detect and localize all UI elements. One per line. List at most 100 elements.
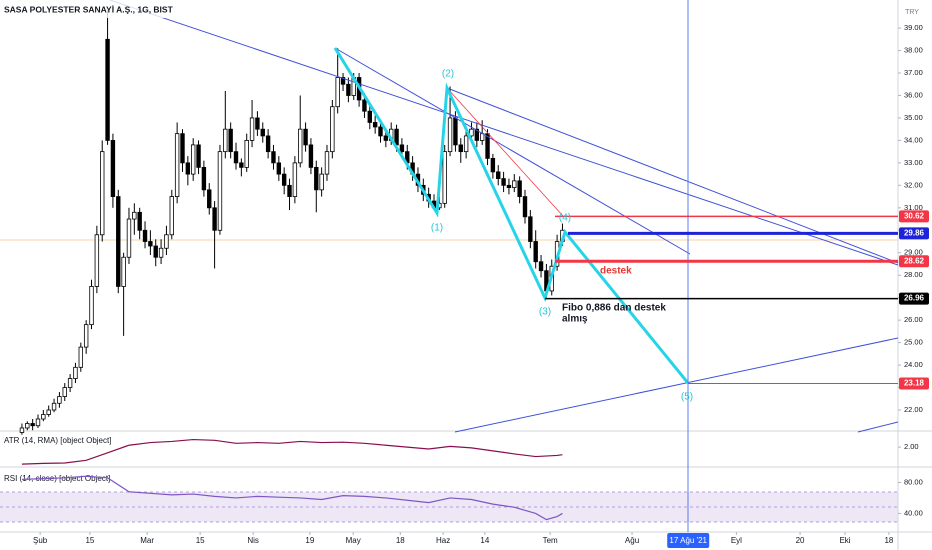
y-tick-label: 80.00: [904, 477, 923, 486]
x-tick-label: 14: [480, 536, 489, 545]
candle-body: [51, 402, 57, 411]
x-tick-label: 15: [85, 536, 94, 545]
candle-body: [485, 133, 490, 159]
title-backdrop: [0, 0, 240, 18]
trendline: [857, 421, 899, 433]
candle-body: [506, 184, 512, 188]
atr-title: ATR (14, RMA) [object Object]: [4, 436, 111, 445]
candle-body: [394, 128, 399, 146]
candle-body: [83, 324, 89, 348]
crosshair-label: 17 Ağu '21: [669, 536, 707, 545]
candle-body: [538, 261, 544, 272]
candle-body: [324, 151, 330, 175]
y-tick-label: 24.00: [904, 360, 923, 369]
candle-body: [89, 286, 94, 326]
candle-body: [67, 378, 73, 388]
x-tick-label: 19: [305, 536, 314, 545]
y-tick-label: 33.00: [904, 158, 923, 167]
candle-body: [142, 229, 148, 242]
annotation-note: almış: [562, 314, 588, 325]
elliott-wave: [333, 47, 690, 384]
candle-body: [126, 218, 132, 258]
y-tick-label: 37.00: [904, 68, 923, 77]
candle-body: [255, 117, 260, 130]
candle-body: [303, 128, 308, 146]
candle-body: [346, 83, 351, 96]
x-tick-label: 18: [884, 536, 893, 545]
candle-body: [298, 128, 303, 164]
candle-body: [196, 144, 201, 168]
candle-body: [217, 151, 223, 231]
y-tick-label: 36.00: [904, 90, 923, 99]
x-tick-label: Tem: [543, 536, 558, 545]
candles: [19, 10, 565, 435]
candle-body: [490, 157, 496, 173]
candle-body: [239, 162, 244, 168]
candle-body: [528, 216, 533, 242]
candle-body: [228, 128, 233, 153]
candle-body: [458, 144, 463, 153]
candle-body: [105, 38, 110, 141]
level-tag: [899, 210, 929, 223]
candle-body: [132, 211, 137, 220]
candle-body: [100, 151, 105, 236]
candle-body: [62, 387, 67, 397]
x-tick-label: Nis: [247, 536, 259, 545]
level-tag: [899, 292, 929, 305]
candle-body: [271, 151, 276, 164]
y-tick-label: 39.00: [904, 23, 923, 32]
crosshair-tag: [667, 533, 710, 548]
candle-body: [244, 140, 249, 168]
candle-body: [201, 166, 207, 191]
candle-body: [164, 234, 169, 249]
indicator-line: [21, 475, 563, 521]
candle-body: [174, 133, 180, 197]
y-tick-label: 31.00: [904, 203, 923, 212]
candle-body: [319, 173, 324, 191]
candle-body: [501, 178, 506, 186]
candle-body: [367, 110, 372, 123]
candle-body: [73, 366, 78, 379]
candle-body: [265, 135, 271, 153]
candle-body: [19, 427, 25, 433]
y-tick-label: 28.00: [904, 270, 923, 279]
candle-body: [148, 241, 153, 247]
candle-body: [30, 423, 35, 427]
candle-body: [399, 144, 405, 153]
y-tick-label: 34.00: [904, 135, 923, 144]
candle-body: [153, 245, 158, 258]
y-tick-label: 40.00: [904, 508, 923, 517]
candle-body: [287, 184, 292, 197]
x-tick-label: 18: [396, 536, 405, 545]
candle-body: [169, 196, 174, 236]
candle-body: [25, 423, 30, 429]
candle-body: [190, 144, 196, 175]
candle-body: [57, 396, 62, 404]
candle-body: [207, 189, 212, 209]
candle-body: [212, 207, 217, 231]
candle-body: [496, 171, 501, 180]
wave-label: (3): [539, 307, 551, 318]
trendline: [334, 47, 691, 255]
candle-body: [372, 122, 378, 128]
trendline: [446, 87, 564, 217]
candle-body: [469, 128, 474, 137]
level-label: 23.18: [904, 379, 925, 388]
trendline: [109, 0, 899, 266]
level-label: 29.86: [904, 229, 925, 238]
level-label: 26.96: [904, 294, 925, 303]
candle-body: [453, 117, 458, 146]
candle-body: [522, 196, 528, 218]
candle-body: [281, 173, 287, 186]
candle-body: [94, 234, 100, 287]
candle-body: [180, 133, 185, 164]
y-tick-label: 32.00: [904, 180, 923, 189]
wave-label: (4): [559, 213, 571, 224]
candle-body: [308, 144, 314, 168]
x-tick-label: Eyl: [731, 536, 742, 545]
level-tag: [899, 227, 929, 240]
candle-body: [223, 128, 228, 153]
candle-body: [442, 151, 447, 204]
